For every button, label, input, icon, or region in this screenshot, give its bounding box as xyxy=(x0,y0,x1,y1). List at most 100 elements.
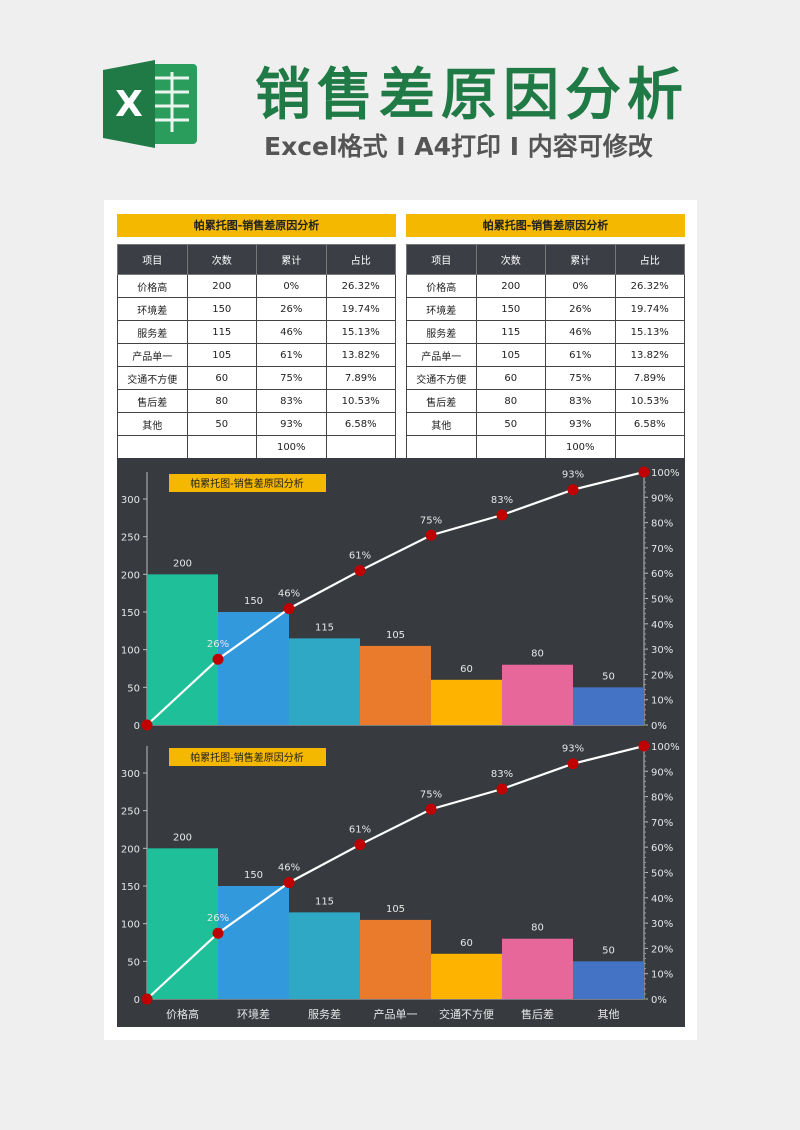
y-tick-label: 0 xyxy=(134,721,140,732)
bar-data-label: 60 xyxy=(460,938,473,949)
y2-tick-label: 40% xyxy=(651,620,673,631)
y2-tick-label: 0% xyxy=(651,721,667,732)
column-header: 累计 xyxy=(256,244,327,275)
table-row: 价格高 200 0% 26.32% xyxy=(117,274,396,298)
y-tick-label: 200 xyxy=(121,570,140,581)
bar-data-label: 115 xyxy=(315,622,334,633)
y2-tick-label: 50% xyxy=(651,869,673,880)
bar xyxy=(502,664,573,725)
table-cell xyxy=(186,435,257,459)
cumulative-point xyxy=(141,993,153,1005)
column-header: 占比 xyxy=(614,244,685,275)
y2-tick-label: 60% xyxy=(651,843,673,854)
table-cell: 26% xyxy=(545,297,616,321)
table-cell: 售后差 xyxy=(117,389,188,413)
cumulative-point xyxy=(425,529,437,541)
table-cell: 105 xyxy=(475,343,546,367)
table-cell: 50 xyxy=(186,412,257,436)
column-header: 累计 xyxy=(545,244,616,275)
cumulative-point xyxy=(283,603,295,615)
table-cell xyxy=(475,435,546,459)
cumulative-point xyxy=(141,719,153,731)
bar xyxy=(289,912,360,999)
table-cell: 产品单一 xyxy=(406,343,477,367)
table-cell: 200 xyxy=(186,274,257,298)
pareto-chart-top: 0 50 100 150 200 250 300 0% 10% 20% 30% 40% 50% 60% 70… xyxy=(121,466,680,732)
pareto-chart-bottom: 0 50 100 150 200 250 300 0% 10% 20% 30% 40% 50% 60% 70… xyxy=(121,740,680,1021)
x-tick-label: 售后差 xyxy=(521,1007,554,1021)
bar-data-label: 50 xyxy=(602,671,615,682)
column-header: 项目 xyxy=(117,244,188,275)
table-cell: 100% xyxy=(256,435,327,459)
y-tick-label: 150 xyxy=(121,882,140,893)
excel-logo-icon: X xyxy=(103,56,203,152)
cumulative-data-label: 46% xyxy=(278,863,300,874)
cumulative-line xyxy=(146,744,645,1000)
table-cell: 80 xyxy=(186,389,257,413)
table-cell: 服务差 xyxy=(406,320,477,344)
data-table-right: 帕累托图-销售差原因分析 项目 次数 累计 占比 价格高 200 0% 26.32% 环境差 1… xyxy=(406,214,685,459)
bar xyxy=(360,645,431,725)
table-cell: 6.58% xyxy=(325,412,396,436)
table-row: 环境差 150 26% 19.74% xyxy=(117,297,396,321)
table-row: 100% xyxy=(406,435,685,459)
y-tick-label: 300 xyxy=(121,495,140,506)
y-tick-label: 200 xyxy=(121,844,140,855)
y-tick-label: 250 xyxy=(121,533,140,544)
y2-tick-label: 90% xyxy=(651,493,673,504)
y-tick-label: 50 xyxy=(127,683,140,694)
x-tick-label: 交通不方便 xyxy=(439,1007,494,1021)
cumulative-point xyxy=(212,653,224,665)
y-tick-label: 0 xyxy=(134,995,140,1006)
table-title: 帕累托图-销售差原因分析 xyxy=(117,214,396,237)
x-tick-label: 产品单一 xyxy=(374,1007,418,1021)
bar-data-label: 200 xyxy=(173,832,192,843)
cumulative-point xyxy=(496,509,508,521)
table-cell: 83% xyxy=(545,389,616,413)
table-cell: 价格高 xyxy=(406,274,477,298)
x-tick-label: 价格高 xyxy=(166,1007,199,1021)
cumulative-data-label: 83% xyxy=(491,769,513,780)
cumulative-data-label: 75% xyxy=(420,789,442,800)
cumulative-point xyxy=(354,565,366,577)
chart-title-banner xyxy=(169,748,326,766)
cumulative-point xyxy=(638,466,650,478)
y2-tick-label: 20% xyxy=(651,670,673,681)
table-row: 其他 50 93% 6.58% xyxy=(406,412,685,436)
table-cell: 150 xyxy=(475,297,546,321)
bar xyxy=(147,574,218,725)
table-cell: 交通不方便 xyxy=(406,366,477,390)
table-cell: 10.53% xyxy=(325,389,396,413)
chart-panel-bottom: 0 50 100 150 200 250 300 0% 10% 20% 30% 40% 50% 60% 70… xyxy=(117,732,685,1027)
table-cell: 0% xyxy=(256,274,327,298)
table-cell: 价格高 xyxy=(117,274,188,298)
table-row: 服务差 115 46% 15.13% xyxy=(117,320,396,344)
y-tick-label: 150 xyxy=(121,608,140,619)
cumulative-point xyxy=(638,740,650,752)
table-cell xyxy=(614,435,685,459)
table-cell: 6.58% xyxy=(614,412,685,436)
y2-tick-label: 0% xyxy=(651,995,667,1006)
table-row: 产品单一 105 61% 13.82% xyxy=(406,343,685,367)
cumulative-point xyxy=(283,877,295,889)
table-cell: 200 xyxy=(475,274,546,298)
bar-data-label: 115 xyxy=(315,896,334,907)
cumulative-point xyxy=(425,803,437,815)
table-cell: 13.82% xyxy=(325,343,396,367)
table-cell: 其他 xyxy=(406,412,477,436)
y2-tick-label: 60% xyxy=(651,569,673,580)
cumulative-data-label: 26% xyxy=(207,913,229,924)
table-cell: 交通不方便 xyxy=(117,366,188,390)
svg-text:X: X xyxy=(115,84,143,125)
table-cell xyxy=(406,435,477,459)
table-cell: 93% xyxy=(256,412,327,436)
bar xyxy=(289,638,360,725)
table-row: 环境差 150 26% 19.74% xyxy=(406,297,685,321)
cumulative-point xyxy=(567,484,579,496)
table-cell: 61% xyxy=(545,343,616,367)
bar xyxy=(360,919,431,999)
y2-tick-label: 50% xyxy=(651,595,673,606)
cumulative-line xyxy=(146,470,645,726)
y2-tick-label: 40% xyxy=(651,894,673,905)
table-cell: 50 xyxy=(475,412,546,436)
